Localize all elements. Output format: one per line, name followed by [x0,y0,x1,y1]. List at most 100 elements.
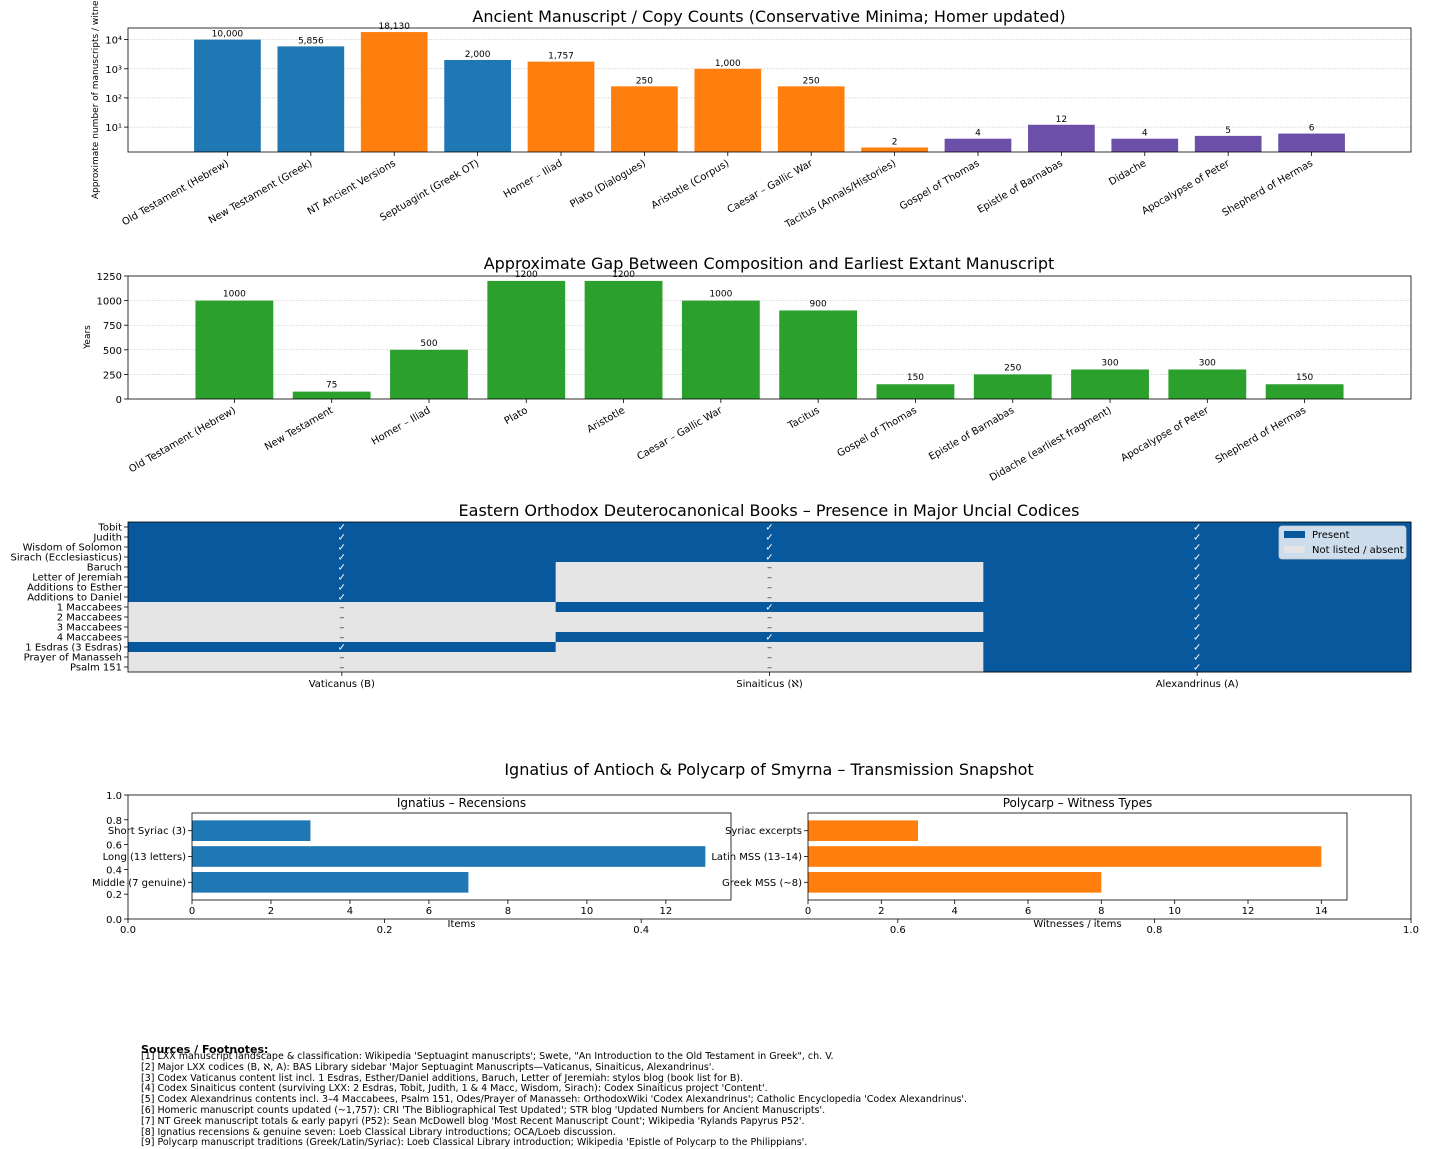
present-mark: ✓ [765,603,773,614]
heatmap-cell-1-maccabees-3 [983,602,1412,613]
present-mark: ✓ [338,533,346,544]
chart2-ytick-label: 1000 [97,297,122,308]
heatmap-row-label: Additions to Esther [27,583,123,594]
panel-xtick-label: 4 [951,906,957,917]
outer-xtick-label: 0.6 [890,925,906,936]
footnotes: Sources / Footnotes: [1] LXX manuscript … [141,1044,1421,1149]
chart1-frame [127,27,1412,153]
footnote-5: [5] Codex Alexandrinus contents incl. 3–… [141,1094,968,1106]
chart2-xtick-label: Apocalypse of Peter [1119,405,1211,465]
chart1-xtick-label: Gospel of Thomas [898,158,981,213]
chart2-bar-epistle-of-barnabas [973,374,1052,399]
present-mark: ✓ [1193,593,1201,604]
chart2-xtick-label: Homer – Iliad [370,405,433,448]
chart1-bar-homer-iliad [527,61,595,152]
chart2-ytick-label: 0 [116,395,122,406]
chart1-xtick-label: Plato (Dialogues) [568,158,648,210]
chart1-data-label: 4 [1142,129,1148,139]
chart2-bar-plato [487,280,566,399]
legend-present-label: Present [1312,530,1350,541]
chart2-title: Approximate Gap Between Composition and … [484,254,1055,273]
present-mark: ✓ [765,553,773,564]
absent-mark: – [767,563,772,574]
absent-mark: – [339,663,344,674]
chart1-xtick-label: Homer – Iliad [502,158,565,201]
chart1-xtick-label: NT Ancient Versions [306,158,398,217]
chart1-data-label: 5 [1225,126,1231,136]
chart1-bar-old-testament-hebrew [194,39,261,152]
panel-bar-middle-7-genuine [192,871,469,893]
chart1-xtick-label: Caesar – Gallic War [726,158,816,216]
chart2-bar-old-testament-hebrew [195,300,274,399]
heatmap-cell-2-maccabees-3 [983,612,1412,623]
chart1-ytick-label: 10² [105,94,122,105]
chart2-xtick-label: Plato [503,405,530,427]
chart1-data-label: 250 [636,76,653,86]
transmission-snapshot: Ignatius of Antioch & Polycarp of Smyrna… [92,760,1419,936]
panel-title: Polycarp – Witness Types [1003,796,1152,810]
chart2-bar-homer-iliad [390,349,468,399]
chart2-bar-gospel-of-thomas [876,384,955,399]
heatmap-row-label: Judith [92,533,122,544]
absent-mark: – [339,633,344,644]
absent-mark: – [767,643,772,654]
chart2-bar-shepherd-of-hermas [1265,384,1344,399]
chart2-data-label: 1200 [515,270,538,280]
panel-xtick-label: 4 [347,906,353,917]
heatmap-cell-additions-to-daniel-2 [555,592,984,603]
panel-bar-latin-mss-13-14 [808,846,1322,867]
heatmap-cell-psalm-151-1 [128,662,557,673]
outer-ytick-label: 0.8 [106,816,122,827]
legend-present-swatch [1284,531,1305,538]
absent-mark: – [767,593,772,604]
heatmap-cell-letter-of-jeremiah-3 [983,572,1412,583]
footnote-8: [8] Ignatius recensions & genuine seven:… [141,1126,616,1138]
heatmap-cell-sirach-ecclesiasticus-3 [983,552,1412,563]
absent-mark: – [339,653,344,664]
legend-box [1278,525,1407,560]
chart2-data-label: 250 [1004,363,1021,373]
outer-xtick-label: 0.8 [1146,925,1162,936]
present-mark: ✓ [1193,663,1201,674]
chart1-ylabel: Approximate number of manuscripts / witn… [91,0,101,199]
heatmap-cell-judith-2 [555,532,984,543]
present-mark: ✓ [1193,603,1201,614]
absent-mark: – [339,623,344,634]
chart2-xtick-label: Tacitus [786,405,822,432]
panel-xtick-label: 12 [659,906,672,917]
chart4-suptitle: Ignatius of Antioch & Polycarp of Smyrna… [504,760,1033,779]
chart1-xtick-label: Apocalypse of Peter [1140,158,1232,218]
outer-axes-frame [127,794,1412,920]
footnote-4: [4] Codex Sinaiticus content (surviving … [141,1083,768,1095]
footnote-6: [6] Homeric manuscript counts updated (~… [141,1104,826,1116]
present-mark: ✓ [1193,623,1201,634]
heatmap-row-label: Additions to Daniel [27,593,122,604]
heatmap-row-label: 1 Esdras (3 Esdras) [25,643,122,654]
chart1-data-label: 12 [1056,115,1067,125]
heatmap-row-label: 2 Maccabees [57,613,122,624]
panel-xtick-label: 0 [189,906,195,917]
heatmap-cell-1-maccabees-1 [128,602,557,613]
chart1-data-label: 10,000 [212,30,244,40]
chart2-bar-new-testament [292,391,371,399]
outer-xtick-label: 0.0 [120,925,136,936]
ignatius-panel: Ignatius – Recensions Middle (7 genuine) L… [92,796,732,930]
absent-mark: – [767,573,772,584]
manuscript-counts-chart: Ancient Manuscript / Copy Counts (Conser… [91,0,1412,231]
heatmap-row-label: Psalm 151 [70,663,122,674]
chart2-ytick-label: 250 [103,370,122,381]
present-mark: ✓ [765,633,773,644]
heatmap-col-label: Sinaiticus (ℵ) [736,679,803,690]
heatmap-cell-tobit-2 [555,522,984,533]
heatmap-row-label: Tobit [97,523,122,534]
chart1-xtick-label: Didache [1107,158,1148,188]
legend-absent-swatch [1284,546,1305,553]
present-mark: ✓ [1193,653,1201,664]
chart1-bar-shepherd-of-hermas [1278,133,1345,152]
chart1-bar-caesar-gallic-war [777,86,845,152]
chart2-bar-apocalypse-of-peter [1168,369,1247,399]
present-mark: ✓ [1193,533,1201,544]
heatmap-row-label: Sirach (Ecclesiasticus) [11,553,123,564]
heatmap-cell-additions-to-esther-3 [983,582,1412,593]
